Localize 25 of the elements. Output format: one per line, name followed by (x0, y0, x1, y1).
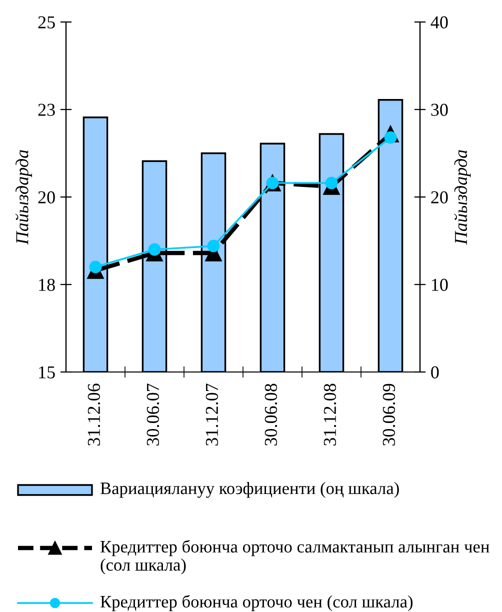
x-tick-label: 31.12.08 (324, 384, 336, 446)
y2-tick-label: 10 (432, 278, 448, 291)
point (148, 243, 161, 256)
y2-tick-label: 20 (431, 191, 448, 204)
y-tick-label: 23 (38, 104, 55, 116)
x-tick-label: 31.12.07 (206, 384, 218, 446)
y2-tick-label: 0 (431, 366, 439, 378)
y-tick-label: 20 (38, 191, 55, 204)
y2-axis-title: Пайыздарда (454, 150, 471, 245)
x-tick-label: 31.12.06 (88, 384, 100, 446)
y-axis-title: Пайыздарда (15, 150, 32, 245)
y2-tick-label: 40 (430, 16, 448, 28)
point (325, 176, 338, 190)
legend-label: Вариациялануу коэфициенти (оң шкала) (100, 482, 399, 498)
y-tick-label: 18 (39, 278, 55, 291)
y-tick-label: 15 (39, 366, 55, 378)
x-tick-label: 30.06.09 (382, 384, 396, 446)
legend-label: Кредиттер боюнча орточо салмактанып алынган чен (сол шкала) (100, 540, 490, 574)
y-tick-label: 25 (38, 16, 55, 28)
point (207, 240, 220, 252)
legend-label: Кредиттер боюнча орточо чен (сол шкала) (100, 595, 413, 612)
point (89, 260, 102, 274)
x-tick-label: 30.06.07 (146, 384, 160, 446)
y2-tick-label: 30 (431, 104, 448, 116)
x-tick-label: 30.06.08 (264, 384, 278, 446)
